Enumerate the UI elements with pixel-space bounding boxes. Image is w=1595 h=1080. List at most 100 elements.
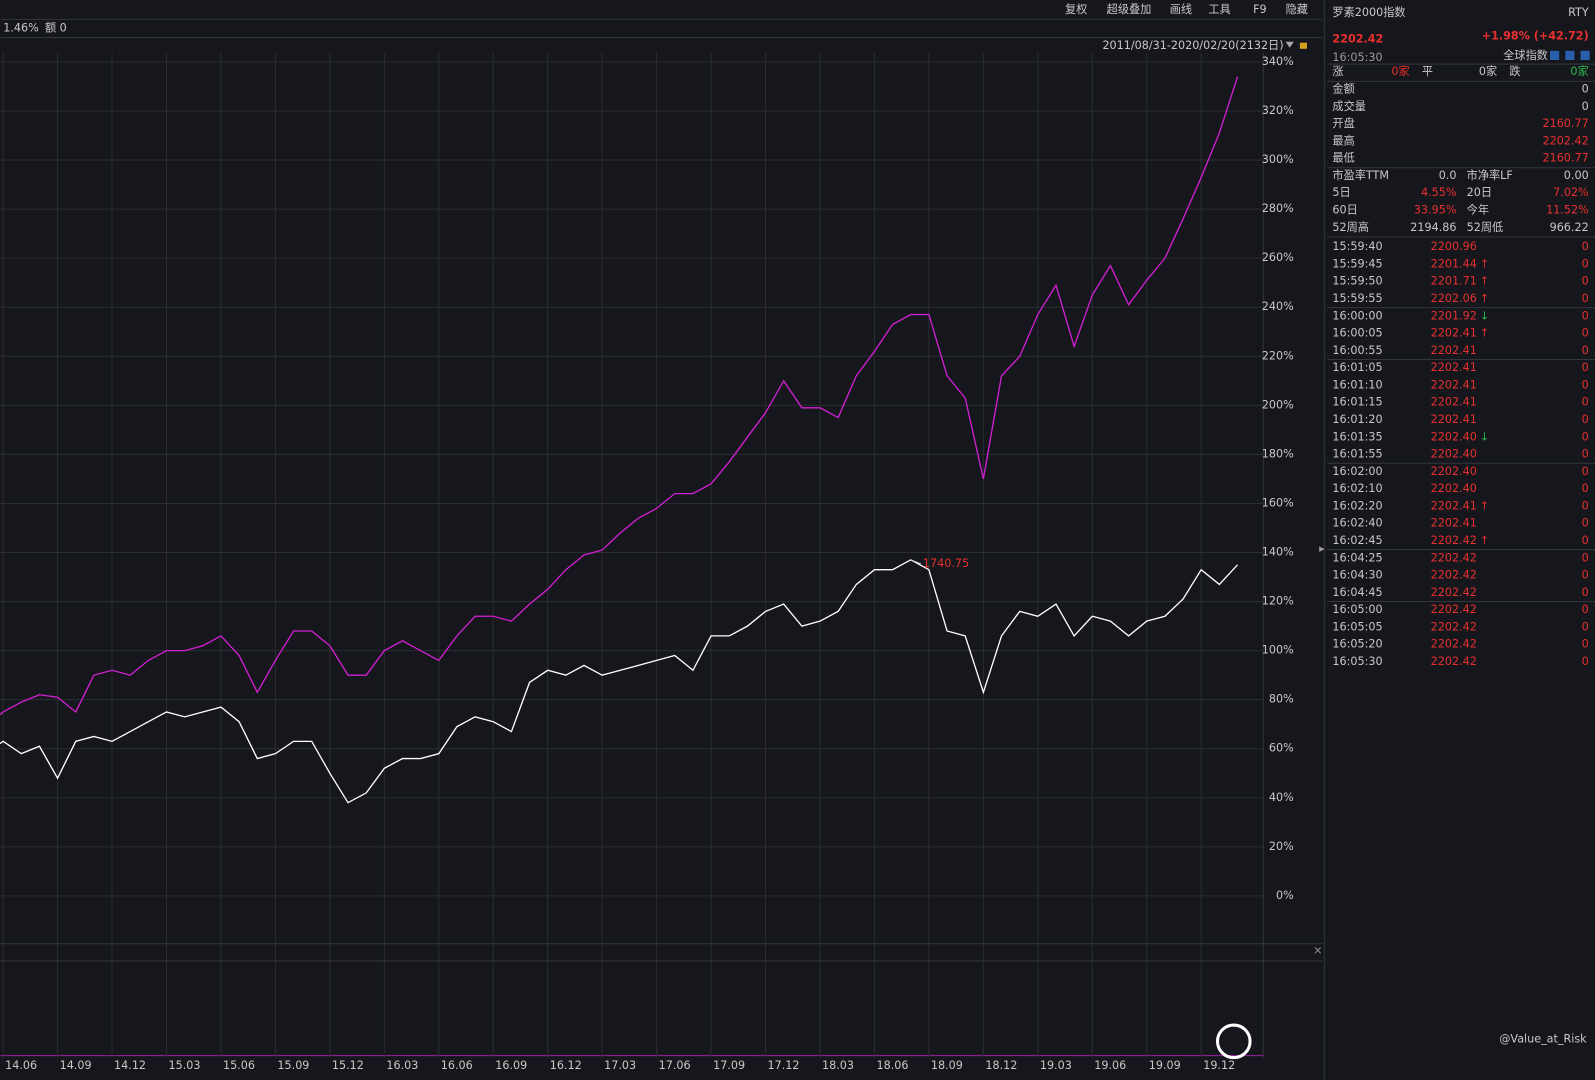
- market: 全球指数: [1503, 48, 1548, 62]
- tick-price: 2202.42: [1431, 603, 1477, 616]
- tick-time: 15:59:45: [1332, 257, 1382, 270]
- stat-label: 今年: [1467, 203, 1489, 217]
- stat-label: 开盘: [1332, 116, 1354, 130]
- stat-label: 5日: [1332, 186, 1350, 199]
- stat-value: 2160.77: [1542, 152, 1588, 165]
- panel-icon[interactable]: [1565, 50, 1575, 60]
- tick-volume: 0: [1582, 482, 1589, 495]
- toolbar-button[interactable]: 画线: [1170, 2, 1192, 16]
- tick-price: 2202.42: [1431, 620, 1477, 633]
- tick-arrow: ↑: [1480, 275, 1489, 288]
- tick-volume: 0: [1582, 517, 1589, 530]
- breadth: 跌: [1509, 64, 1520, 78]
- x-tick-label: 15.03: [169, 1059, 201, 1072]
- y-tick-label: 140%: [1262, 546, 1294, 559]
- x-tick-label: 19.06: [1094, 1059, 1126, 1072]
- y-tick-label: 320%: [1262, 104, 1294, 117]
- stat-label: 市盈率TTM: [1332, 168, 1389, 182]
- toolbar-button[interactable]: F9: [1253, 3, 1267, 16]
- x-tick-label: 14.12: [114, 1059, 146, 1072]
- tick-volume: 0: [1582, 240, 1589, 253]
- stat-value: 2160.77: [1542, 117, 1588, 130]
- stat-value: 0: [1582, 82, 1589, 95]
- stat-value: 966.22: [1550, 221, 1589, 234]
- tick-time: 15:59:50: [1332, 275, 1382, 288]
- index-code: RTY: [1568, 6, 1589, 19]
- series-line: [0, 559, 1239, 804]
- toolbar-button[interactable]: 工具: [1208, 3, 1230, 16]
- tick-time: 16:04:25: [1332, 551, 1382, 564]
- tick-time: 16:04:45: [1332, 586, 1382, 599]
- panel-icon[interactable]: [1580, 50, 1590, 60]
- toolbar-button[interactable]: 隐藏: [1286, 3, 1308, 16]
- stat-label: 成交量: [1332, 99, 1366, 113]
- info: 1.46%: [3, 21, 39, 34]
- stat-label: 20日: [1467, 186, 1492, 199]
- stat-label: 60日: [1332, 204, 1357, 217]
- y-tick-label: 120%: [1262, 595, 1294, 608]
- x-tick-label: 16.06: [441, 1059, 473, 1072]
- panel-icon[interactable]: [1550, 50, 1560, 60]
- x-tick-label: 18.03: [822, 1059, 854, 1072]
- change: +1.98% (+42.72): [1482, 30, 1589, 43]
- y-tick-label: 20%: [1269, 840, 1294, 853]
- x-tick-label: 19.12: [1203, 1059, 1235, 1072]
- close-icon[interactable]: ×: [1313, 944, 1322, 957]
- tick-price: 2200.96: [1431, 240, 1477, 253]
- tick-volume: 0: [1582, 569, 1589, 582]
- y-tick-label: 160%: [1262, 496, 1294, 509]
- y-tick-label: 240%: [1262, 300, 1294, 313]
- tick-volume: 0: [1582, 620, 1589, 633]
- stat-value: 0.00: [1564, 169, 1589, 182]
- tick-price: 2202.42: [1431, 638, 1477, 651]
- time: 16:05:30: [1332, 51, 1382, 64]
- stat-value: 7.02%: [1553, 186, 1589, 199]
- tick-volume: 0: [1582, 448, 1589, 461]
- y-tick-label: 260%: [1262, 251, 1294, 264]
- tick-price: 2202.42: [1431, 586, 1477, 599]
- tick-time: 16:05:05: [1332, 620, 1382, 633]
- stat-label: 52周高: [1332, 220, 1369, 234]
- tick-arrow: ↑: [1480, 327, 1489, 340]
- stat-value: 0.0: [1439, 169, 1457, 182]
- tick-volume: 0: [1582, 275, 1589, 288]
- tick-price: 2202.41: [1431, 378, 1477, 391]
- y-tick-label: 40%: [1269, 791, 1294, 804]
- tick-arrow: ↓: [1480, 430, 1489, 443]
- tick-time: 16:02:10: [1332, 482, 1382, 495]
- price: 2202.42: [1332, 33, 1383, 46]
- tick-time: 16:00:00: [1332, 309, 1382, 322]
- breadth: 涨: [1332, 65, 1343, 78]
- tick-arrow: ↑: [1480, 292, 1489, 305]
- x-tick-label: 18.06: [876, 1059, 908, 1072]
- toolbar-button[interactable]: 复权: [1065, 2, 1087, 16]
- x-tick-label: 17.03: [604, 1059, 636, 1072]
- tick-price: 2202.41: [1431, 327, 1477, 340]
- x-tick-label: 14.09: [60, 1059, 92, 1072]
- tick-time: 16:02:20: [1332, 499, 1382, 512]
- collapse-icon[interactable]: ▸: [1319, 542, 1325, 555]
- tick-time: 16:01:10: [1332, 378, 1382, 391]
- tick-volume: 0: [1582, 534, 1589, 547]
- breadth: 0家: [1570, 64, 1588, 78]
- tick-arrow: ↓: [1480, 309, 1489, 322]
- y-tick-label: 340%: [1262, 55, 1294, 68]
- tick-price: 2202.40: [1431, 430, 1477, 443]
- lock-icon[interactable]: [1299, 42, 1307, 49]
- tick-price: 2202.42: [1431, 534, 1477, 547]
- breadth: 平: [1422, 65, 1433, 78]
- tick-price: 2202.41: [1431, 499, 1477, 512]
- tick-volume: 0: [1582, 344, 1589, 357]
- x-tick-label: 17.12: [768, 1059, 800, 1072]
- stat-value: 33.95%: [1414, 204, 1457, 217]
- tick-volume: 0: [1582, 257, 1589, 270]
- stat-label: 最高: [1332, 133, 1354, 147]
- range: 2011/08/31-2020/02/20(2132日): [1102, 39, 1283, 52]
- toolbar-button[interactable]: 超级叠加: [1107, 2, 1152, 16]
- stat-value: 0: [1582, 100, 1589, 113]
- tick-time: 16:01:05: [1332, 361, 1382, 374]
- tick-price: 2201.44: [1431, 257, 1477, 270]
- tick-time: 16:01:55: [1332, 448, 1382, 461]
- stat-value: 2194.86: [1410, 221, 1456, 234]
- dropdown-icon[interactable]: [1285, 41, 1294, 48]
